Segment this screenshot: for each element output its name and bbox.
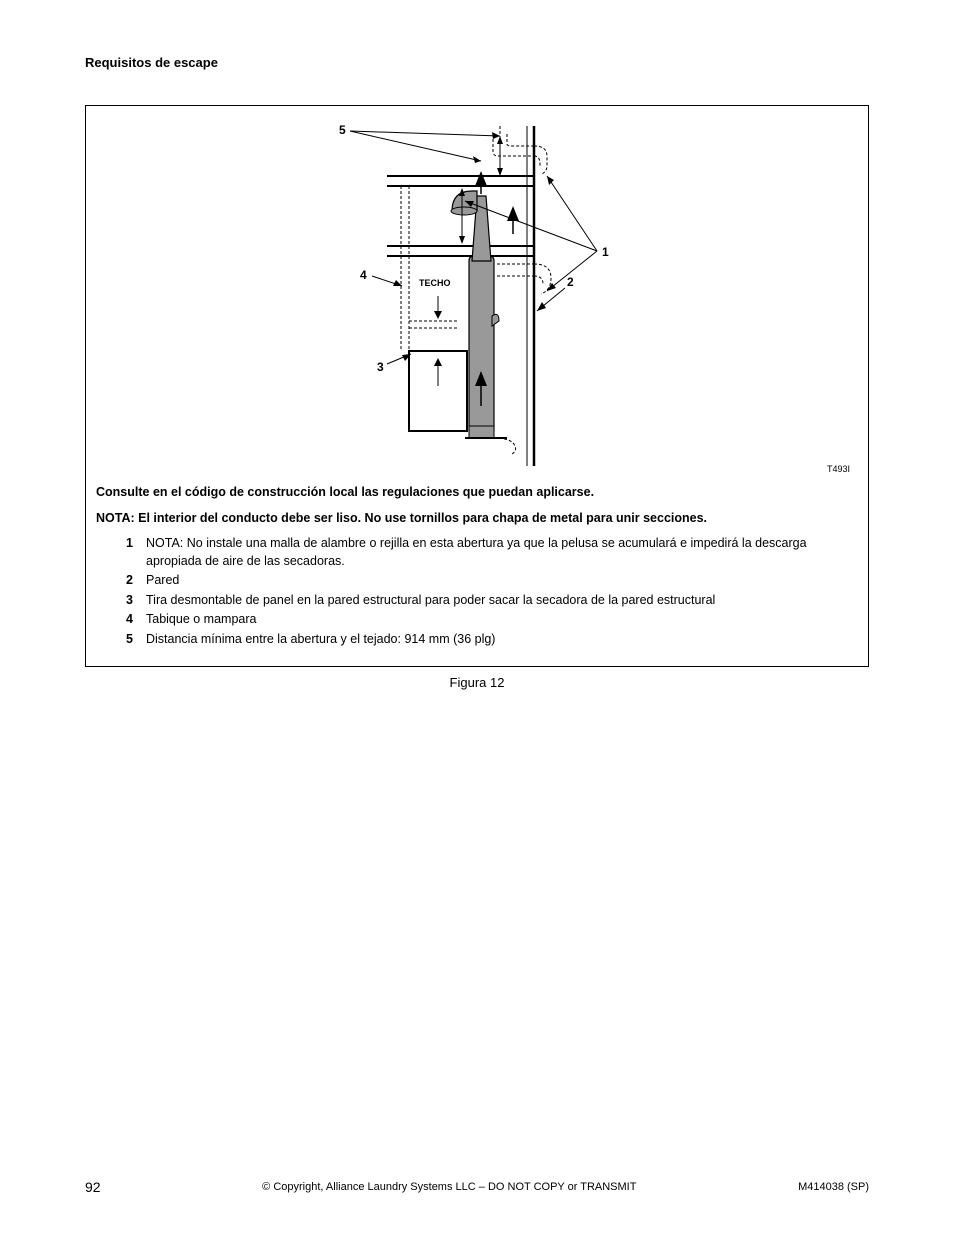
legend-text: Tira desmontable de panel en la pared es… bbox=[146, 592, 858, 610]
callout-5: 5 bbox=[339, 123, 346, 137]
legend-row: 3 Tira desmontable de panel en la pared … bbox=[96, 592, 858, 610]
legend-text: NOTA: No instale una malla de alambre o … bbox=[146, 535, 858, 570]
doc-code: M414038 (SP) bbox=[798, 1181, 869, 1193]
legend-row: 2 Pared bbox=[96, 572, 858, 590]
callout-2: 2 bbox=[567, 275, 574, 289]
legend-num: 1 bbox=[96, 535, 146, 570]
diagram-area: 5 1 2 4 3 TECHO T493I bbox=[96, 116, 858, 476]
page-number: 92 bbox=[85, 1179, 101, 1195]
diagram-code: T493I bbox=[827, 464, 850, 474]
legend-text: Distancia mínima entre la abertura y el … bbox=[146, 631, 858, 649]
legend-row: 1 NOTA: No instale una malla de alambre … bbox=[96, 535, 858, 570]
legend-num: 5 bbox=[96, 631, 146, 649]
legend-row: 4 Tabique o mampara bbox=[96, 611, 858, 629]
legend-num: 3 bbox=[96, 592, 146, 610]
section-title: Requisitos de escape bbox=[85, 55, 869, 70]
callout-3: 3 bbox=[377, 360, 384, 374]
legend-text: Pared bbox=[146, 572, 858, 590]
page-footer: 92 © Copyright, Alliance Laundry Systems… bbox=[85, 1179, 869, 1195]
legend-row: 5 Distancia mínima entre la abertura y e… bbox=[96, 631, 858, 649]
legend-text: Tabique o mampara bbox=[146, 611, 858, 629]
callout-1: 1 bbox=[602, 245, 609, 259]
note-text: NOTA: El interior del conducto debe ser … bbox=[96, 510, 858, 528]
callout-4: 4 bbox=[360, 268, 367, 282]
instruction-text: Consulte en el código de construcción lo… bbox=[96, 484, 858, 502]
techo-label: TECHO bbox=[419, 278, 451, 288]
copyright-text: © Copyright, Alliance Laundry Systems LL… bbox=[262, 1181, 636, 1193]
figure-caption: Figura 12 bbox=[85, 675, 869, 690]
legend-num: 4 bbox=[96, 611, 146, 629]
figure-box: 5 1 2 4 3 TECHO T493I Consulte en el cód… bbox=[85, 105, 869, 667]
legend-num: 2 bbox=[96, 572, 146, 590]
exhaust-diagram: 5 1 2 4 3 TECHO bbox=[297, 116, 657, 476]
